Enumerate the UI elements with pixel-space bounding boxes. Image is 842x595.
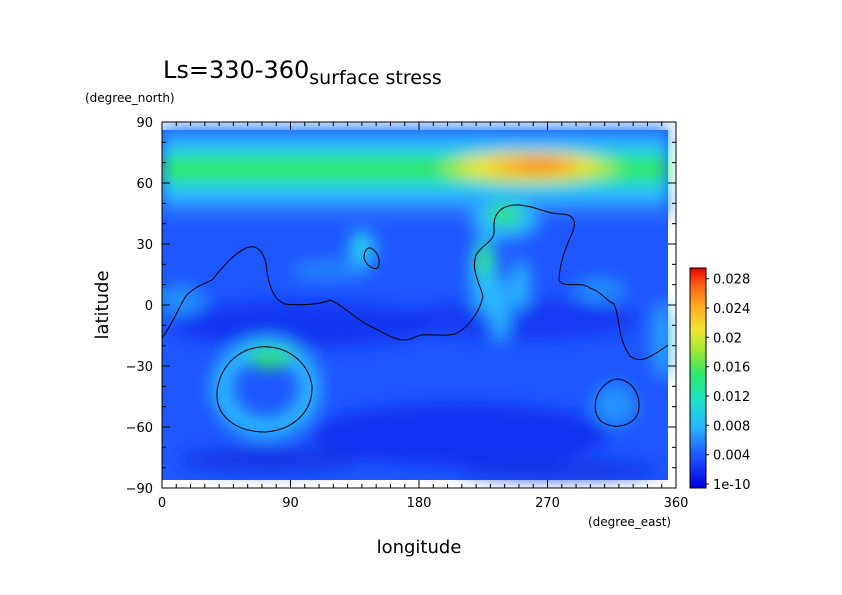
x-axis-label: longitude <box>377 537 462 558</box>
y-axis: 90 60 30 0 −30 −60 −90 <box>126 116 676 497</box>
colorbar-tick-label: 1e-10 <box>713 478 751 493</box>
colorbar-tick-label: 0.02 <box>713 331 742 346</box>
x-axis: 0 90 180 270 360 <box>158 122 689 511</box>
colorbar-tick-label: 0.012 <box>713 390 750 405</box>
y-axis-label: latitude <box>92 270 113 339</box>
colorbar: 0.028 0.024 0.02 0.016 0.012 0.008 0.004 1e-10 <box>689 267 751 493</box>
y-tick-label: −90 <box>126 482 153 497</box>
x-tick-label: 360 <box>664 496 689 511</box>
topography-contour-main <box>162 204 669 360</box>
colorbar-tick-label: 0.008 <box>713 419 750 434</box>
chart-title: Ls=330-360surface stress <box>163 56 442 89</box>
colorbar-tick-label: 0.024 <box>713 302 750 317</box>
x-tick-label: 270 <box>535 496 560 511</box>
topography-contour-argyre <box>594 378 640 427</box>
y-tick-label: −30 <box>126 360 153 375</box>
x-tick-label: 90 <box>282 496 299 511</box>
y-tick-label: 90 <box>136 116 153 131</box>
x-tick-label: 0 <box>158 496 166 511</box>
colorbar-tick-label: 0.004 <box>713 449 750 464</box>
y-unit-label: (degree_north) <box>85 91 175 105</box>
colorbar-scale <box>689 267 707 489</box>
y-tick-label: 30 <box>136 238 153 253</box>
plot-area <box>161 121 677 489</box>
topography-contour-hellas <box>216 346 313 433</box>
y-tick-label: 60 <box>136 177 153 192</box>
colorbar-tick-label: 0.028 <box>713 273 750 288</box>
x-tick-label: 180 <box>407 496 432 511</box>
y-tick-label: 0 <box>145 299 153 314</box>
topography-contour-elysium <box>363 247 380 269</box>
y-tick-label: −60 <box>126 421 153 436</box>
colorbar-tick-label: 0.016 <box>713 361 750 376</box>
x-unit-label: (degree_east) <box>588 515 671 529</box>
